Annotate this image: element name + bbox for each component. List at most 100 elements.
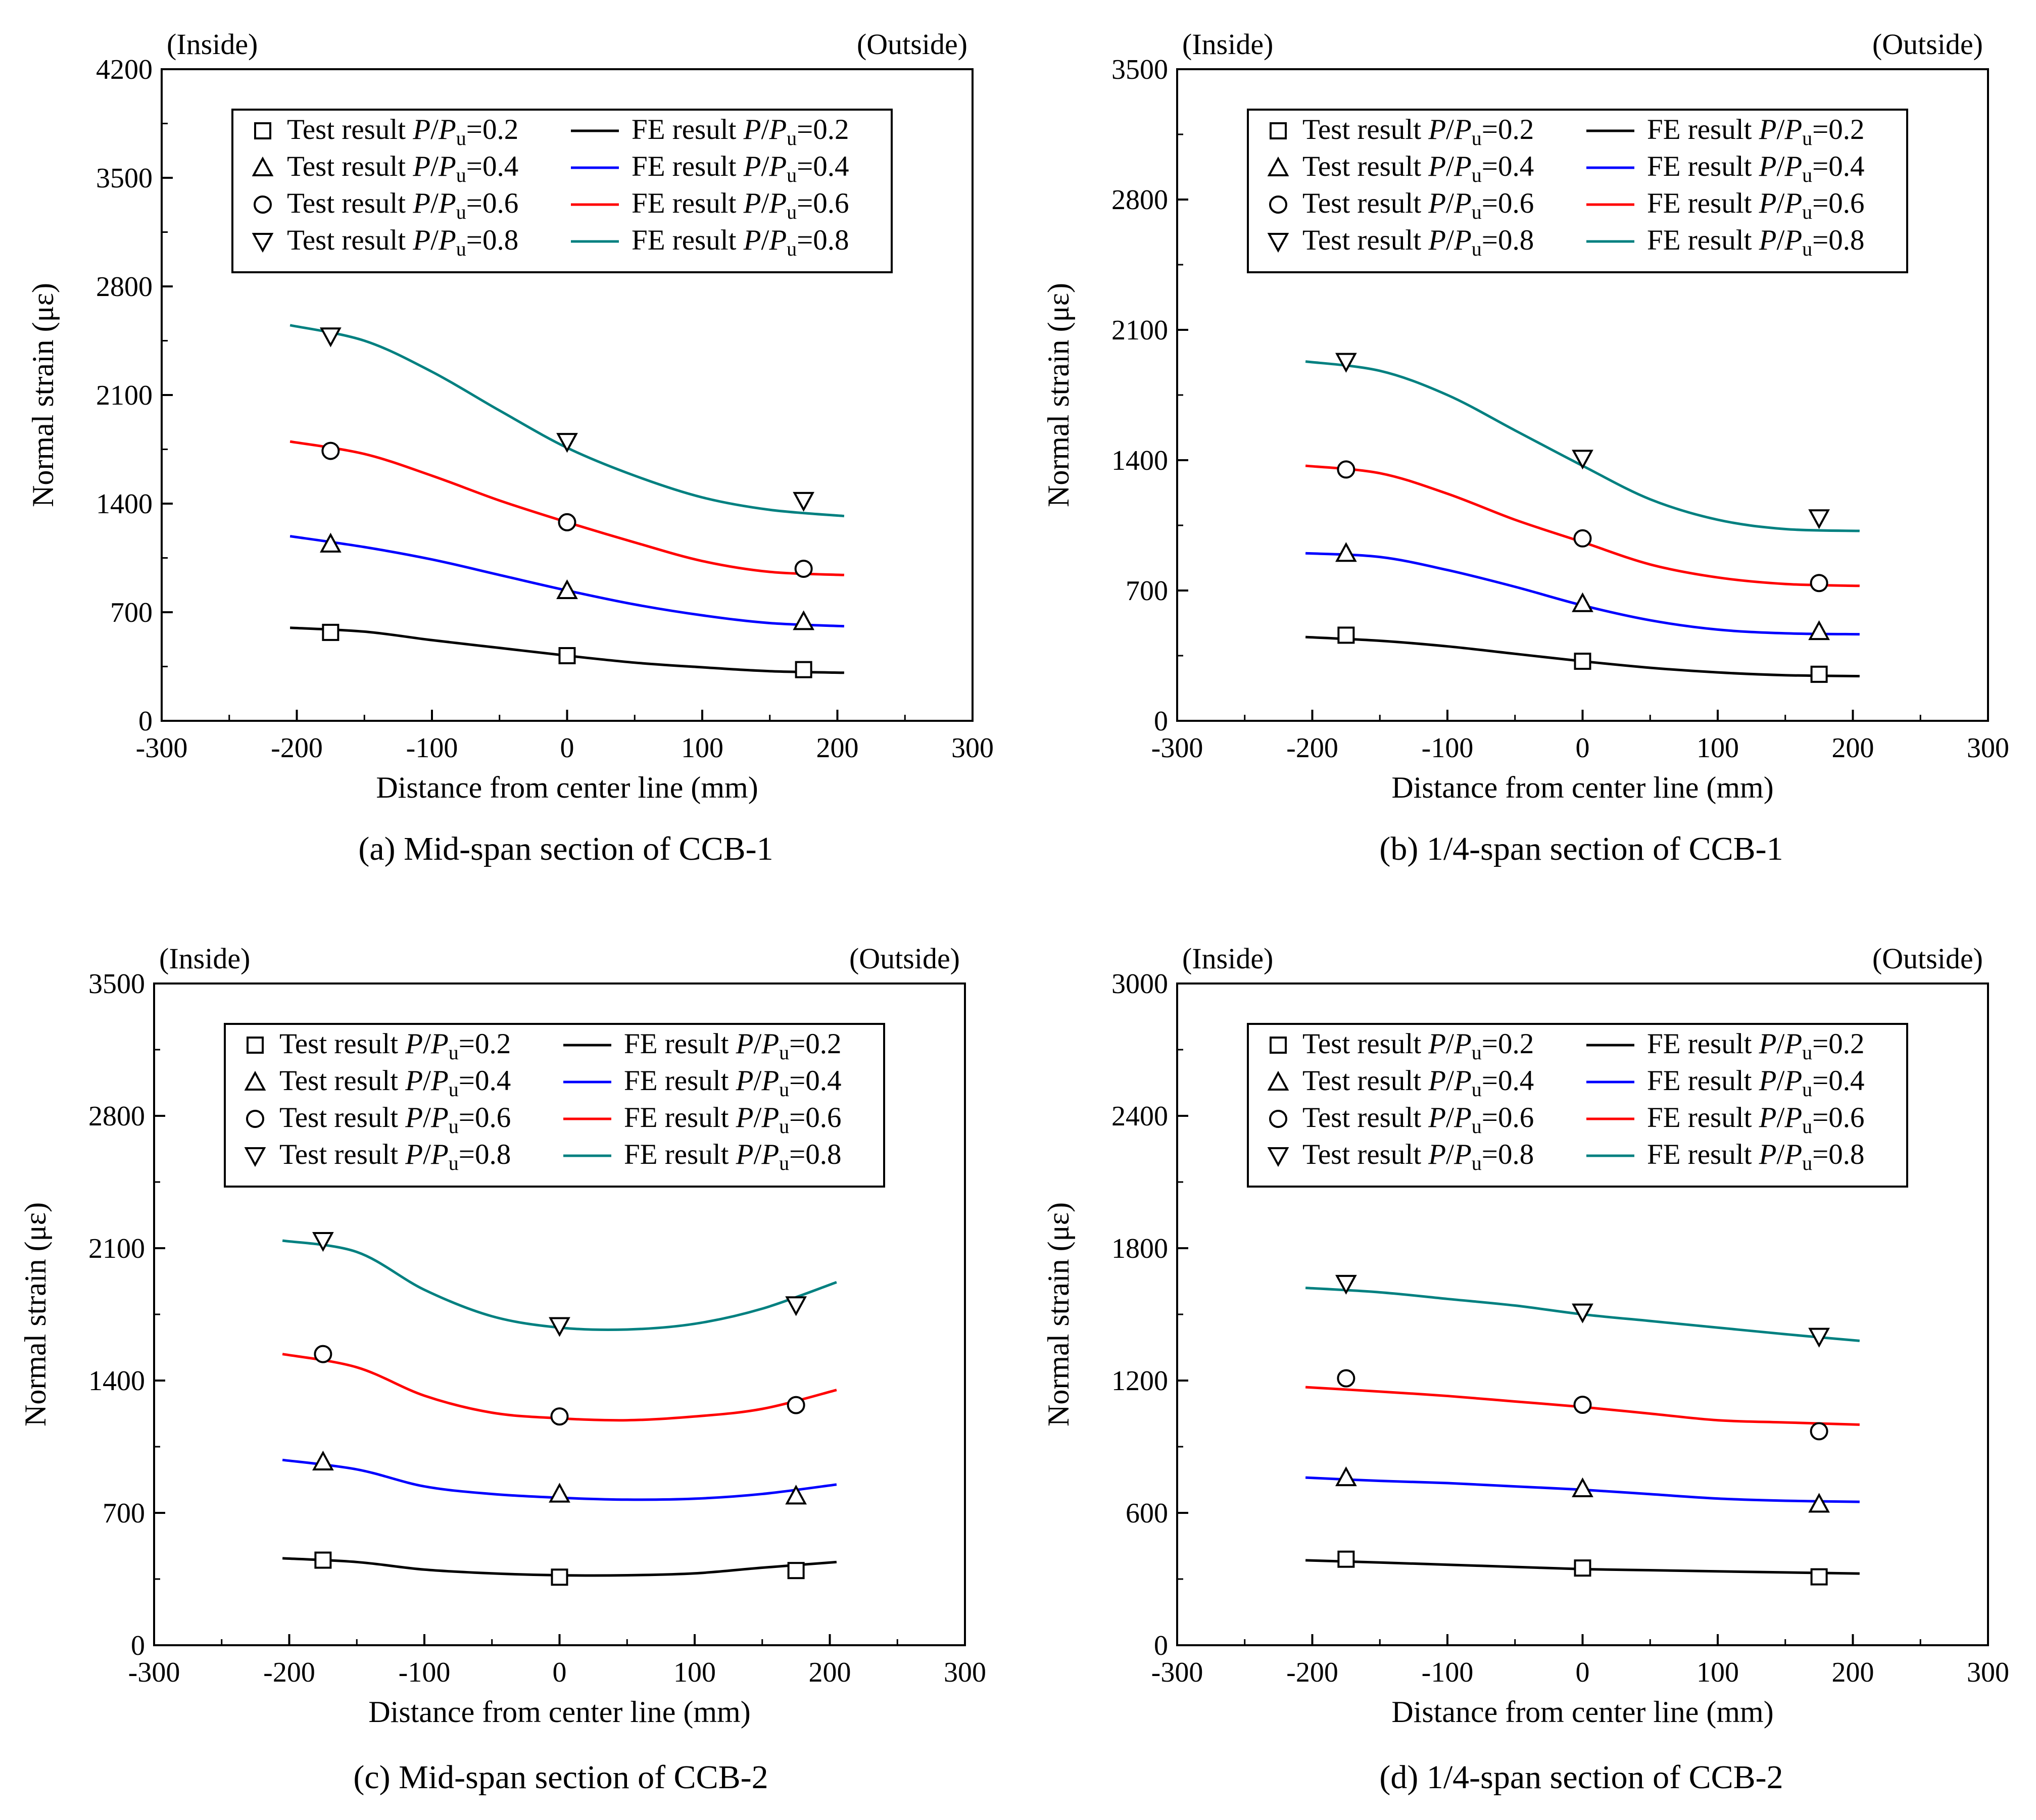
test-point-0.2: [1810, 665, 1828, 683]
legend-test-label: Test result P/Pu=0.6: [1302, 1102, 1534, 1138]
x-tick-label: 300: [1967, 1657, 2009, 1688]
legend: Test result P/Pu=0.2 FE result P/Pu=0.2 Te…: [1247, 1023, 1908, 1188]
y-tick-label: 2800: [96, 271, 153, 303]
test-point-0.6: [1573, 529, 1592, 548]
legend-marker: [247, 1037, 264, 1054]
inside-label: (Inside): [159, 942, 250, 975]
x-tick-label: -100: [399, 1657, 451, 1688]
x-tick-label: 200: [1832, 1657, 1874, 1688]
legend-fe-label: FE result P/Pu=0.4: [632, 151, 849, 186]
outside-label: (Outside): [857, 28, 967, 61]
legend-test-label: Test result P/Pu=0.6: [279, 1102, 511, 1138]
legend: Test result P/Pu=0.2 FE result P/Pu=0.2 Te…: [231, 109, 893, 273]
legend-fe-label: FE result P/Pu=0.6: [1647, 1102, 1865, 1138]
test-point-0.8: [320, 327, 342, 348]
test-point-0.6: [314, 1345, 332, 1363]
test-point-0.4: [1335, 1466, 1357, 1487]
legend-test-label: Test result P/Pu=0.2: [1302, 114, 1534, 150]
legend-marker: [1267, 233, 1289, 253]
test-point-0.8: [1808, 1327, 1830, 1348]
x-tick-label: 200: [816, 732, 859, 764]
test-point-0.4: [556, 579, 578, 599]
y-tick-label: 1400: [88, 1365, 145, 1397]
legend-fe-label: FE result P/Pu=0.6: [632, 187, 849, 223]
outside-label: (Outside): [1872, 28, 1983, 61]
test-point-0.2: [1574, 1559, 1591, 1577]
x-tick-label: 100: [1696, 1657, 1739, 1688]
x-tick-label: -200: [263, 1657, 315, 1688]
legend-fe-label: FE result P/Pu=0.8: [624, 1139, 842, 1174]
legend-test-label: Test result P/Pu=0.8: [1302, 1139, 1534, 1174]
fe-curve-0.8: [1305, 360, 1860, 532]
y-tick-label: 700: [103, 1498, 145, 1529]
y-tick-label: 2400: [1111, 1101, 1168, 1132]
test-point-0.8: [785, 1296, 807, 1316]
test-point-0.2: [1810, 1568, 1828, 1586]
inside-label: (Inside): [167, 28, 258, 61]
y-tick-label: 3500: [88, 968, 145, 1000]
legend-fe-label: FE result P/Pu=0.8: [1647, 1139, 1865, 1174]
y-tick-label: 600: [1126, 1498, 1168, 1529]
legend-marker: [244, 1147, 266, 1167]
fe-curve-0.6: [1305, 464, 1860, 587]
test-point-0.6: [558, 513, 576, 531]
y-tick-label: 2100: [96, 380, 153, 411]
y-tick-label: 0: [1154, 706, 1168, 737]
test-point-0.2: [1337, 626, 1355, 644]
legend-fe-label: FE result P/Pu=0.2: [1647, 114, 1865, 150]
test-point-0.2: [558, 647, 576, 664]
legend-test-label: Test result P/Pu=0.8: [279, 1139, 511, 1174]
y-tick-label: 2800: [88, 1101, 145, 1132]
legend-marker: [244, 1070, 266, 1091]
legend-marker: [252, 233, 274, 253]
test-point-0.4: [785, 1485, 807, 1505]
legend-marker: [1270, 1037, 1287, 1054]
test-point-0.4: [1572, 592, 1593, 612]
test-point-0.4: [793, 610, 814, 630]
test-point-0.8: [1572, 450, 1593, 470]
test-point-0.2: [1337, 1550, 1355, 1568]
y-tick-label: 2100: [88, 1233, 145, 1264]
y-tick-label: 3500: [1111, 54, 1168, 85]
test-point-0.4: [1335, 542, 1357, 562]
y-axis-label: Normal strain (με): [1042, 1202, 1075, 1427]
y-axis-label: Normal strain (με): [19, 1202, 52, 1427]
y-tick-label: 2800: [1111, 184, 1168, 216]
test-point-0.2: [314, 1551, 332, 1569]
inside-label: (Inside): [1182, 942, 1273, 975]
outside-label: (Outside): [849, 942, 960, 975]
y-tick-label: 0: [1154, 1630, 1168, 1661]
y-axis-label: Normal strain (με): [26, 283, 60, 507]
test-point-0.6: [1337, 460, 1355, 479]
x-tick-label: -300: [136, 732, 188, 764]
x-tick-label: 300: [951, 732, 994, 764]
legend-test-label: Test result P/Pu=0.8: [1302, 224, 1534, 260]
test-point-0.6: [550, 1407, 569, 1426]
chart-panel-2: -300 -200 -100 0 100 200 300 0 700 1400 2100 2800 35…: [19, 942, 986, 1796]
test-point-0.6: [794, 560, 813, 578]
y-axis-label: Normal strain (με): [1042, 283, 1075, 507]
legend-fe-label: FE result P/Pu=0.8: [1647, 224, 1865, 260]
y-tick-label: 3000: [1111, 968, 1168, 1000]
legend-test-label: Test result P/Pu=0.6: [287, 187, 518, 223]
legend-test-label: Test result P/Pu=0.2: [1302, 1028, 1534, 1064]
legend-test-label: Test result P/Pu=0.6: [1302, 187, 1534, 223]
x-tick-label: -100: [1422, 1657, 1474, 1688]
fe-curve-0.8: [289, 324, 845, 518]
x-tick-label: 300: [1967, 732, 2009, 764]
legend-marker: [1269, 195, 1287, 214]
legend-box: [1247, 1023, 1908, 1188]
test-point-0.6: [1337, 1369, 1355, 1388]
x-tick-label: 0: [1576, 1657, 1590, 1688]
legend-marker: [252, 156, 274, 176]
x-tick-label: 200: [1832, 732, 1874, 764]
fe-curve-0.8: [282, 1239, 837, 1331]
legend-marker: [254, 195, 272, 214]
legend-marker: [1267, 156, 1289, 176]
legend-fe-label: FE result P/Pu=0.2: [1647, 1028, 1865, 1064]
y-tick-label: 1400: [1111, 445, 1168, 476]
legend-marker: [1267, 1070, 1289, 1091]
x-tick-label: 0: [1576, 732, 1590, 764]
legend-test-label: Test result P/Pu=0.8: [287, 224, 518, 260]
